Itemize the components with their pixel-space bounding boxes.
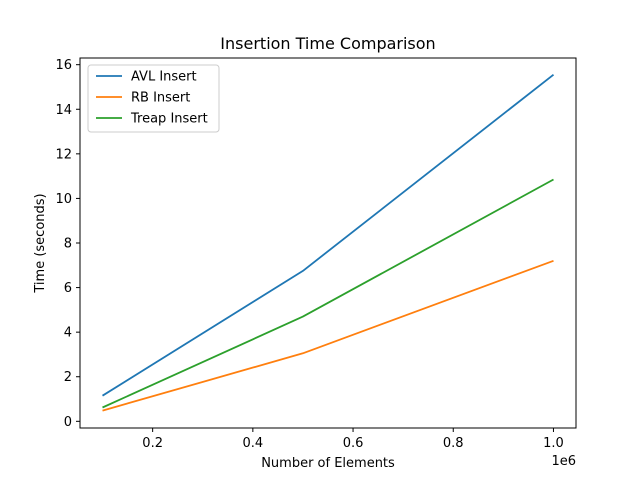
x-axis-label: Number of Elements (261, 456, 395, 471)
x-tick-label: 0.4 (243, 436, 264, 451)
y-axis-label: Time (seconds) (33, 193, 48, 293)
x-tick-label: 0.8 (443, 436, 464, 451)
y-tick-label: 10 (55, 192, 72, 207)
chart-title: Insertion Time Comparison (220, 34, 435, 53)
legend-label-treap-insert: Treap Insert (130, 112, 208, 127)
series-layer (102, 73, 555, 412)
series-line-treap-insert (102, 178, 554, 409)
x-axis-offset-text: 1e6 (551, 454, 576, 469)
x-tick-label: 0.6 (343, 436, 364, 451)
y-tick-label: 12 (55, 147, 72, 162)
legend: AVL Insert RB Insert Treap Insert (87, 64, 220, 133)
y-axis-ticks: 0 2 4 6 8 10 12 14 16 (55, 58, 80, 430)
y-tick-label: 2 (64, 370, 72, 385)
y-tick-label: 8 (64, 237, 72, 252)
y-tick-label: 14 (55, 103, 72, 118)
x-tick-label: 1.0 (543, 436, 564, 451)
y-tick-label: 4 (64, 326, 72, 341)
y-tick-label: 0 (64, 415, 72, 430)
x-tick-label: 0.2 (142, 436, 163, 451)
legend-label-avl-insert: AVL Insert (131, 70, 197, 85)
legend-box (87, 64, 220, 133)
y-tick-label: 16 (55, 58, 72, 73)
y-tick-label: 6 (64, 281, 72, 296)
series-line-avl-insert (102, 73, 555, 397)
series-line-rb-insert (102, 259, 554, 412)
legend-label-rb-insert: RB Insert (131, 91, 190, 106)
x-axis-ticks: 0.2 0.4 0.6 0.8 1.0 (142, 428, 564, 451)
